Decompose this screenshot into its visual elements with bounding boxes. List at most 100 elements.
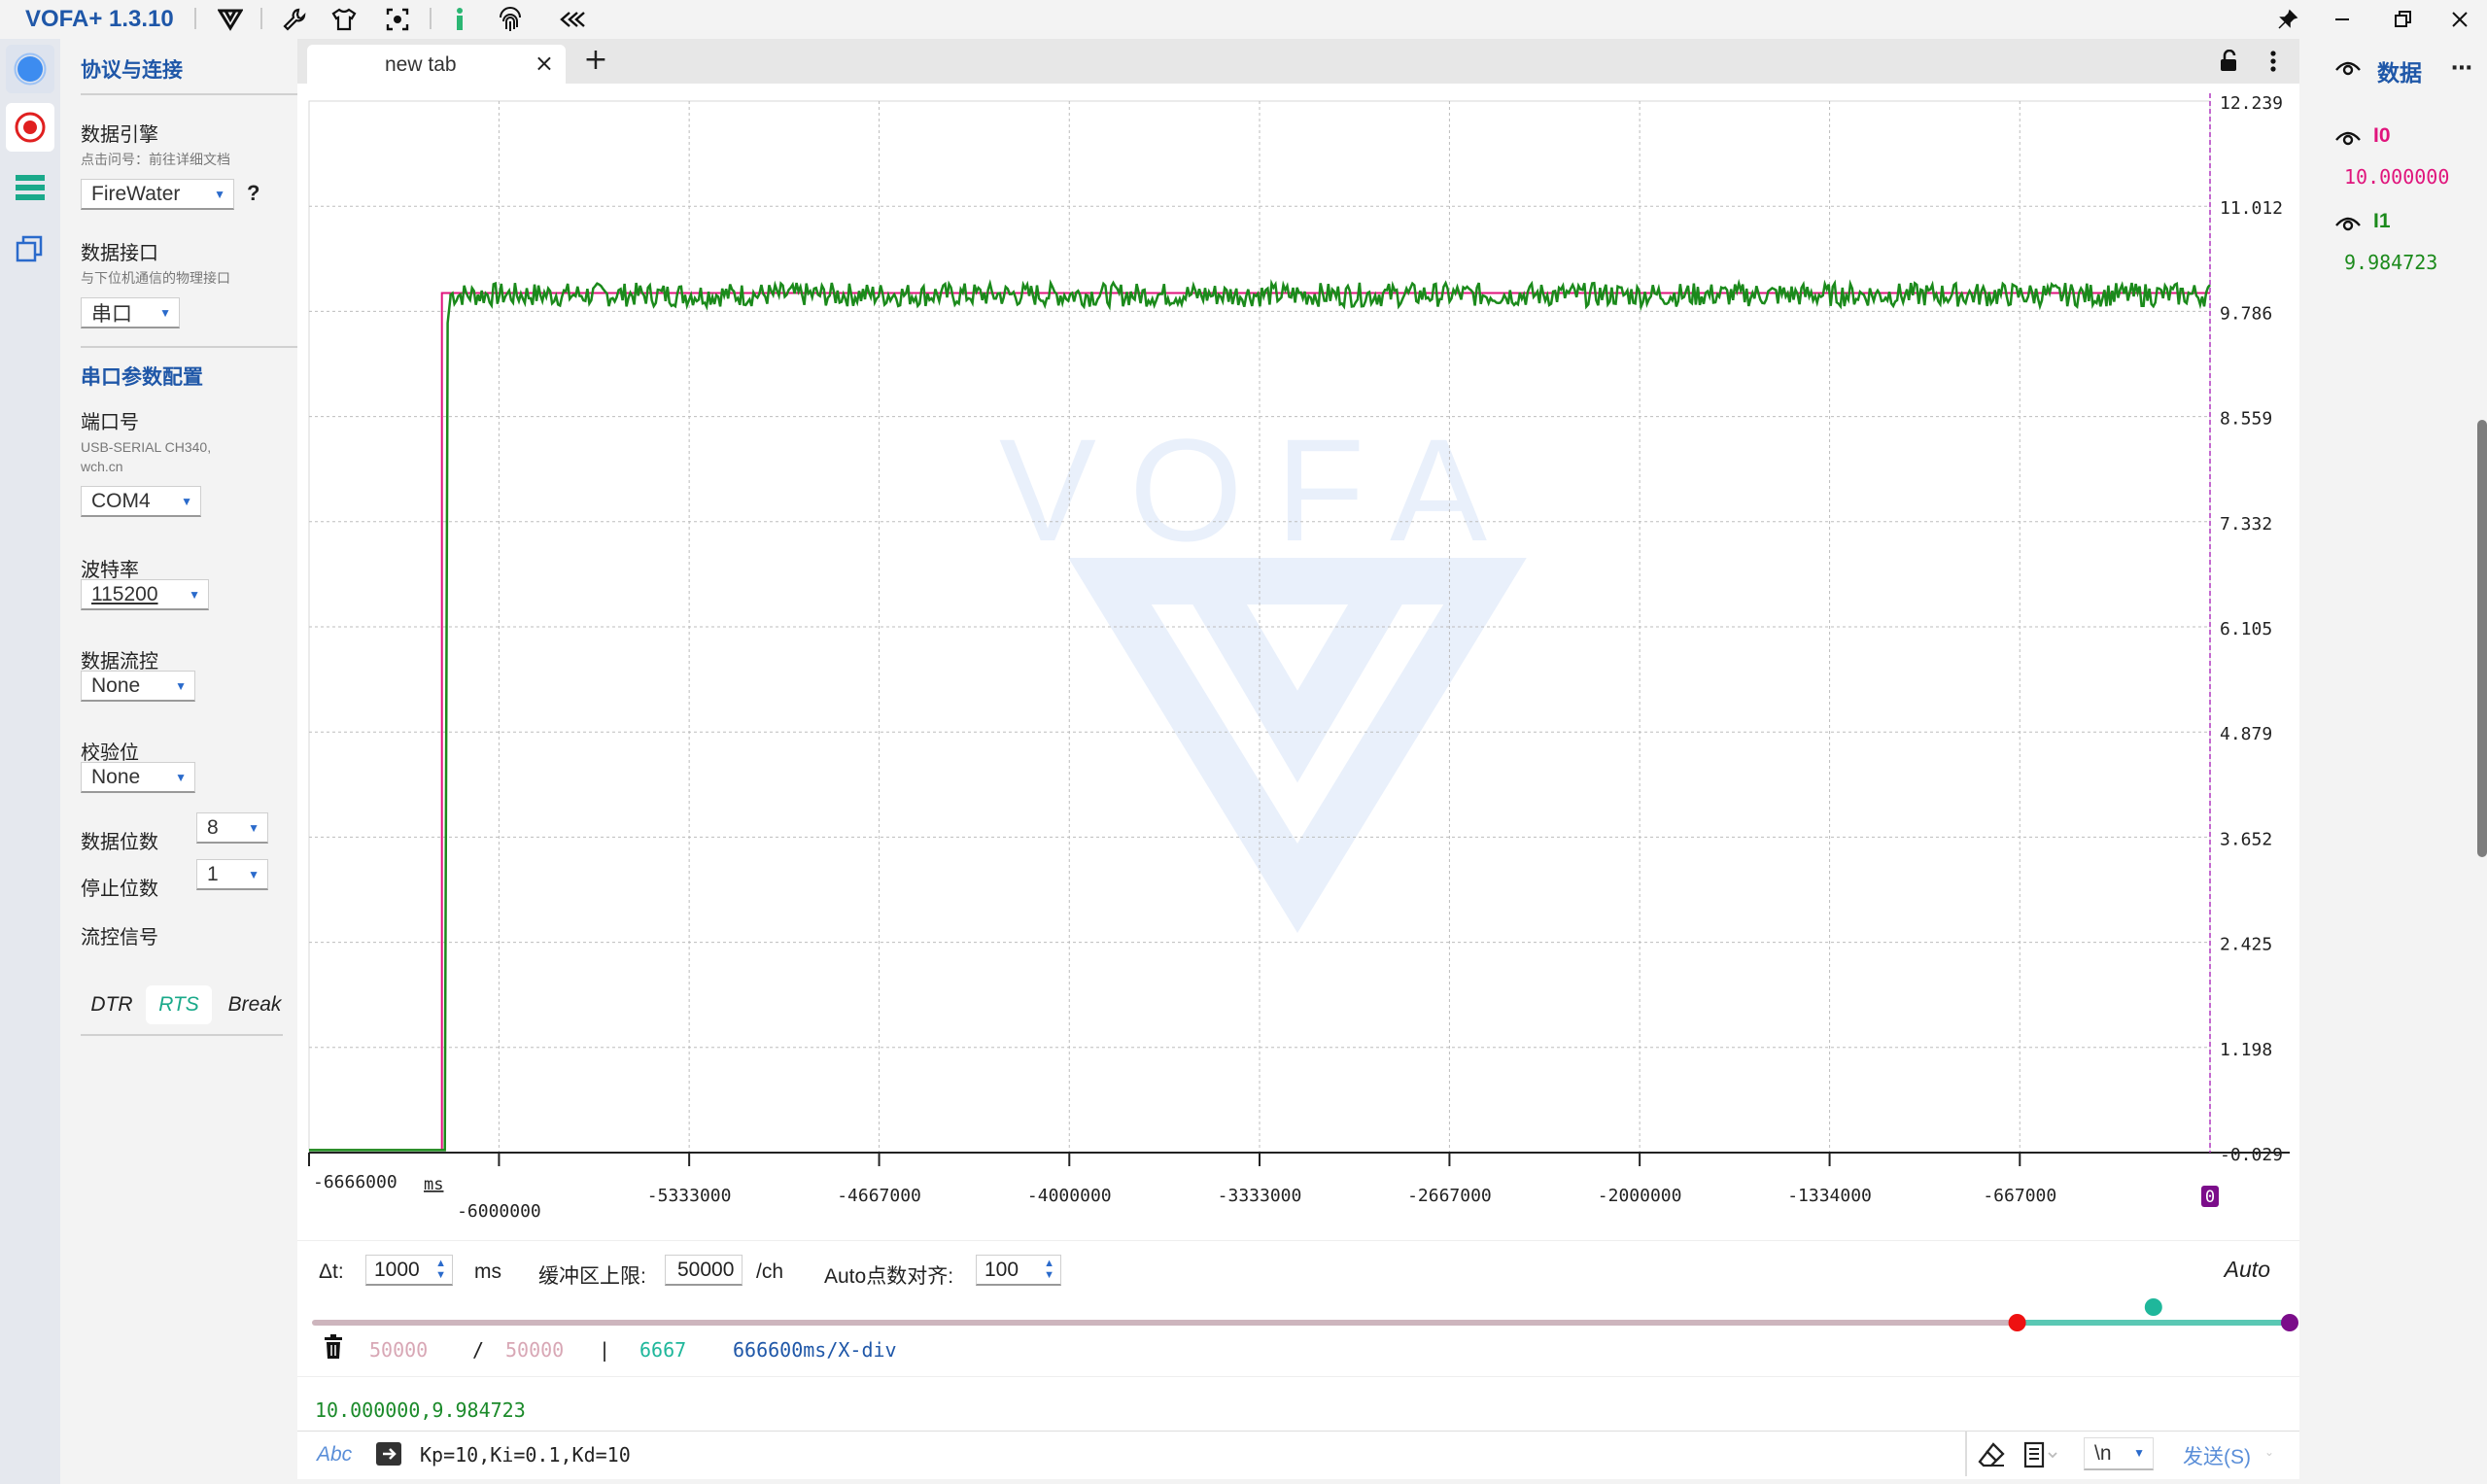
chevron-down-icon[interactable]: ⌄ — [2263, 1445, 2274, 1459]
fingerprint-icon[interactable] — [494, 3, 527, 36]
eye-icon[interactable] — [2334, 56, 2362, 82]
send-mode-toggle[interactable]: Abc — [317, 1443, 353, 1466]
restore-button[interactable] — [2376, 0, 2431, 39]
wrench-icon[interactable] — [278, 3, 311, 36]
eraser-icon[interactable] — [1977, 1441, 2006, 1472]
title-bar: VOFA+ 1.3.10 — [0, 0, 2487, 39]
vofa-logo-icon[interactable] — [214, 3, 247, 36]
buffer-input[interactable]: 50000 — [665, 1255, 743, 1286]
y-tick-label: 4.879 — [2220, 724, 2272, 744]
auto-align-input[interactable]: 100 ▲ ▼ — [976, 1255, 1061, 1286]
y-tick-label: 8.559 — [2220, 409, 2272, 430]
watermark-logo — [1068, 558, 1527, 934]
waveform-chart[interactable]: VOFA 12.239 11.012 9.786 8.559 7.332 6.105 4.8… — [297, 84, 2299, 1240]
interface-select-value: 串口 — [91, 302, 132, 326]
config-panel: 协议与连接 数据引擎 点击问号：前往详细文档 FireWater ▼ ? 数据接… — [60, 39, 328, 1484]
lock-icon[interactable] — [2214, 47, 2243, 76]
x-tick-label: -4667000 — [837, 1186, 921, 1206]
toolbar-separator — [194, 8, 196, 29]
history-icon[interactable] — [2023, 1441, 2058, 1472]
x-zero-marker — [2201, 1186, 2219, 1207]
y-tick-label: 1.198 — [2220, 1040, 2272, 1060]
dt-unit: ms — [474, 1260, 501, 1283]
chevron-down-icon: ▼ — [248, 821, 259, 835]
minimize-button[interactable] — [2315, 0, 2369, 39]
waveform-plot-area[interactable]: VOFA 12.239 11.012 9.786 8.559 7.332 6.105 4.8… — [297, 84, 2299, 1240]
parity-label: 校验位 — [81, 742, 139, 764]
auto-toggle[interactable]: Auto — [2224, 1257, 2270, 1282]
data-panel: 数据 ⋯ I0 10.000000 I1 9.984723 — [2299, 39, 2487, 1484]
y-tick-label: 6.105 — [2220, 619, 2272, 639]
scrollbar-thumb[interactable] — [2477, 420, 2487, 857]
x-tick-label: -6666000 — [313, 1172, 397, 1192]
port-hint: USB-SERIAL CH340, wch.cn — [81, 439, 212, 474]
engine-hint: 点击问号：前往详细文档 — [81, 152, 230, 167]
chevron-down-icon: ▼ — [175, 679, 187, 693]
tab-new-tab[interactable]: new tab × — [307, 45, 566, 84]
spinner-arrows-icon[interactable]: ▲ ▼ — [435, 1258, 446, 1281]
serial-section-title: 串口参数配置 — [81, 366, 203, 389]
x-tick-label: -2000000 — [1598, 1186, 1682, 1206]
y-tick-label: 7.332 — [2220, 514, 2272, 535]
dt-input[interactable]: 1000 ▲ ▼ — [365, 1255, 453, 1286]
pin-icon[interactable] — [2261, 0, 2315, 39]
collapse-icon[interactable] — [555, 3, 588, 36]
stats-slash: / — [472, 1338, 485, 1362]
send-button[interactable]: 发送(S) ⌄ — [2171, 1437, 2280, 1470]
x-tick-label: -4000000 — [1027, 1186, 1112, 1206]
databits-select[interactable]: 8 ▼ — [196, 812, 268, 844]
record-icon[interactable] — [6, 103, 54, 152]
protocol-section-title: 协议与连接 — [81, 59, 183, 82]
dtr-toggle[interactable]: DTR — [90, 993, 133, 1016]
parity-select[interactable]: None ▼ — [81, 762, 195, 793]
baud-label: 波特率 — [81, 560, 139, 581]
port-select[interactable]: COM4 ▼ — [81, 486, 201, 517]
range-start-handle[interactable] — [2008, 1314, 2026, 1331]
add-tab-button[interactable]: + — [583, 43, 608, 77]
range-mid-handle[interactable] — [2144, 1298, 2162, 1316]
x-tick-label: -2667000 — [1407, 1186, 1492, 1206]
port-select-value: COM4 — [91, 489, 151, 512]
interface-select[interactable]: 串口 ▼ — [81, 297, 180, 328]
windows-icon[interactable] — [6, 224, 54, 272]
connection-icon[interactable] — [6, 45, 54, 93]
newline-select[interactable]: \n ▼ — [2084, 1437, 2154, 1470]
engine-label: 数据引擎 — [81, 124, 158, 146]
data-panel-title: 数据 — [2377, 60, 2422, 86]
channel-i0-name: I0 — [2373, 124, 2391, 147]
engine-help-button[interactable]: ? — [247, 181, 260, 205]
channel-i1-name: I1 — [2373, 210, 2391, 232]
more-options-icon[interactable] — [2259, 47, 2288, 76]
send-input[interactable]: Kp=10,Ki=0.1,Kd=10 — [420, 1443, 631, 1467]
eye-icon[interactable] — [2334, 212, 2362, 237]
tab-bar: new tab × + — [297, 39, 2299, 84]
eye-icon[interactable] — [2334, 126, 2362, 152]
receive-area[interactable]: 10.000000,9.984723 — [297, 1376, 2299, 1431]
more-options-icon[interactable]: ⋯ — [2451, 56, 2472, 81]
widgets-icon[interactable] — [6, 163, 54, 212]
stopbits-select[interactable]: 1 ▼ — [196, 859, 268, 890]
range-slider[interactable] — [297, 1290, 2299, 1332]
close-icon[interactable]: × — [534, 50, 554, 77]
trash-icon[interactable] — [323, 1334, 344, 1364]
baud-select[interactable]: 115200 ▼ — [81, 579, 209, 610]
stopbits-select-value: 1 — [207, 862, 219, 885]
screenshot-icon[interactable] — [381, 3, 414, 36]
spinner-arrows-icon[interactable]: ▲ ▼ — [1044, 1258, 1054, 1281]
rts-toggle[interactable]: RTS — [146, 985, 212, 1024]
received-data: 10.000000,9.984723 — [315, 1398, 526, 1422]
plot-controls: Δt: 1000 ▲ ▼ ms 缓冲区上限: 50000 /ch Auto点数对齐… — [297, 1240, 2299, 1376]
auto-align-label: Auto点数对齐: — [824, 1265, 954, 1288]
send-file-icon[interactable] — [375, 1441, 402, 1470]
divider — [81, 346, 328, 348]
info-icon[interactable] — [443, 3, 476, 36]
tshirt-icon[interactable] — [328, 3, 361, 36]
chart-axes: 12.239 11.012 9.786 8.559 7.332 6.105 4.879 3.6… — [308, 93, 2290, 1222]
flowctl-select[interactable]: None ▼ — [81, 671, 195, 702]
engine-select[interactable]: FireWater ▼ — [81, 179, 234, 210]
y-tick-label: 2.425 — [2220, 935, 2272, 955]
break-toggle[interactable]: Break — [227, 993, 282, 1016]
close-window-button[interactable] — [2433, 0, 2487, 39]
range-end-handle[interactable] — [2281, 1314, 2298, 1331]
engine-select-value: FireWater — [91, 182, 181, 205]
